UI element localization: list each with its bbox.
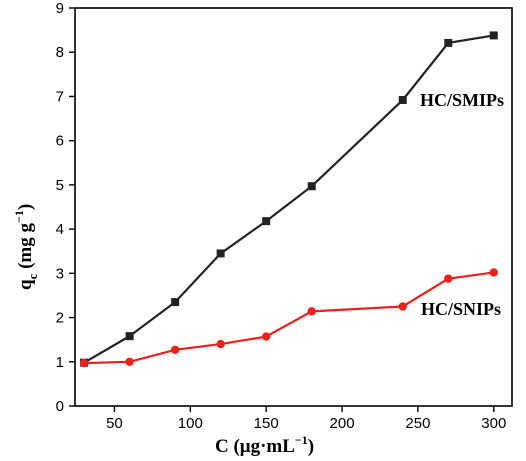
x-tick-label: 300 [481, 415, 506, 432]
y-tick-label: 6 [56, 133, 64, 150]
x-tick-label: 200 [330, 415, 355, 432]
x-tick-label: 100 [178, 415, 203, 432]
data-point [444, 38, 453, 47]
data-point [398, 95, 407, 104]
data-point [489, 268, 498, 277]
y-tick-label: 0 [56, 398, 64, 415]
data-point [125, 357, 134, 366]
series-hc-snips [79, 268, 498, 368]
y-tick-label: 2 [56, 310, 64, 327]
data-point [398, 302, 407, 311]
data-point [444, 274, 453, 283]
plot-area-border [74, 7, 513, 407]
x-axis: 50 100 150 200 250 300 [106, 406, 506, 432]
plot-frame [74, 7, 513, 407]
y-axis: 0 1 2 3 4 5 6 7 8 9 [56, 0, 75, 415]
y-tick-label: 3 [56, 265, 64, 282]
data-point [170, 345, 180, 355]
data-point [125, 332, 134, 341]
data-point [307, 307, 316, 316]
y-tick-label: 1 [56, 354, 64, 371]
data-point [489, 31, 498, 40]
x-axis-title: C (μg·mL−1) [215, 433, 314, 457]
y-axis-title: qc (mg g−1) [12, 204, 40, 290]
x-tick-label: 150 [254, 415, 279, 432]
y-tick-label: 9 [56, 0, 64, 17]
x-tick-label: 50 [106, 415, 123, 432]
data-point [171, 298, 180, 307]
data-point [307, 182, 316, 191]
y-tick-label: 4 [56, 221, 64, 238]
data-point [216, 249, 225, 258]
series-label-hc-smips: HC/SMIPs [420, 90, 504, 110]
data-point [216, 339, 225, 349]
data-point [79, 358, 89, 368]
x-tick-label: 250 [405, 415, 430, 432]
data-point [262, 217, 271, 226]
series-hc-smips [80, 31, 498, 367]
y-tick-label: 5 [56, 177, 64, 194]
y-tick-label: 7 [56, 88, 64, 105]
series-label-hc-snips: HC/SNIPs [421, 299, 501, 319]
y-tick-label: 8 [56, 44, 64, 61]
data-point [261, 332, 271, 341]
series-layer [79, 31, 498, 368]
